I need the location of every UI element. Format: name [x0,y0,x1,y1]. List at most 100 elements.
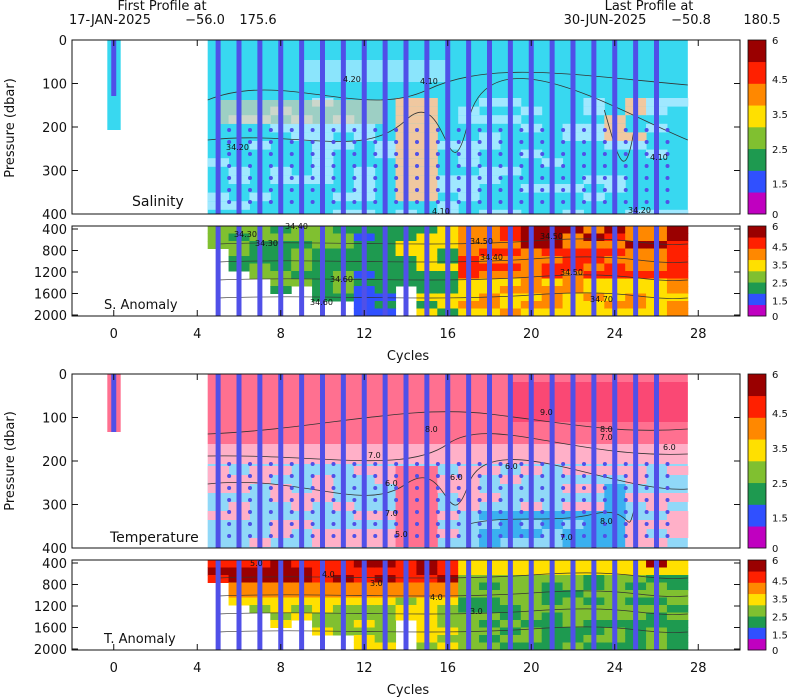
x-tick-label: 24 [606,327,623,342]
temperature-cell [666,466,689,475]
temperature-anomaly-panel: T. Anomaly 400 800 1200 1600 2000 0 4 8 12 16 20 2… [34,374,741,698]
temperature-profile-dot [248,474,252,478]
temperature-profile-dot [561,534,566,538]
salinity-profile-dot [477,200,482,204]
y-tick-label: 0 [59,368,67,383]
temperature-profile-dot [415,510,419,514]
contour-label: 4.10 [432,207,450,216]
salinity-profile-dot [540,176,545,180]
y-tick-label: 300 [42,165,67,180]
salinity-profile-markers [111,40,670,214]
salinity-profile-dot [665,176,670,180]
contour-label: 34.20 [226,143,249,152]
salinity-anomaly-cell [666,256,689,264]
temperature-profile-dot [644,474,649,478]
salinity-anomaly-colorbar: 6 4.5 3.5 2.5 1.5 0 [747,222,788,323]
contour-label: 34.50 [560,268,583,277]
x-tick-label: 4 [193,327,201,342]
contour-label: 4.10 [650,153,668,162]
colorbar-tick-label: 1.5 [772,630,788,641]
salinity-profile-dot [602,164,607,168]
temperature-profile-dot [268,510,273,514]
salinity-profile-dot [582,176,586,180]
salinity-profile-dot [623,128,628,132]
salinity-profile-dot [477,176,482,180]
temperature-profile-dot [623,486,628,490]
temperature-profile-dot [498,486,503,490]
salinity-profile-dot [561,140,566,144]
temperature-profile-dot [227,462,232,466]
y-tick-label: 100 [42,78,67,93]
salinity-profile-dot [540,152,545,156]
colorbar-frame [747,373,767,549]
salinity-anomaly-contour [218,292,688,299]
salinity-profile-dot [331,164,336,168]
colorbar-tick-label: 2.5 [772,479,788,490]
salinity-profile-dot [268,164,273,168]
x-tick-label: 16 [439,661,456,676]
salinity-profile-dot [310,188,315,192]
salinity-profile-dot [623,188,628,192]
colorbar-tick-label: 1.5 [772,514,788,525]
x-tick-label: 28 [690,661,707,676]
salinity-colorbar: 6 4.5 3.5 2.5 1.5 0 [747,36,788,221]
temperature-profile-dot [540,510,545,514]
temperature-profile-dot [227,498,232,502]
salinity-profile-dot [519,188,524,192]
temperature-profile-dot [644,534,649,538]
salinity-profile-dot [561,188,566,192]
temperature-profile-dot [435,486,440,490]
salinity-anomaly-frame [71,225,741,317]
temperature-anomaly-x-ticks: 0 4 8 12 16 20 24 28 [110,374,707,676]
salinity-profile-dot [456,164,461,168]
colorbar-swatch [748,105,766,128]
salinity-profile-dot [561,128,566,132]
y-tick-label: 100 [42,412,67,427]
contour-label: 34.20 [628,206,651,215]
salinity-profile-dot [289,164,294,168]
y-tick-label: 800 [42,579,67,594]
temperature-profile-dot [540,498,545,502]
temperature-profile-dot [352,522,357,526]
contour-label: 34.30 [234,230,257,239]
salinity-profile-dot [665,200,670,204]
y-tick-label: 200 [42,121,67,136]
salinity-profile-dot [540,188,545,192]
salinity-profile-dot [665,188,670,192]
salinity-profile-dot [623,176,628,180]
salinity-profile-dot [435,200,440,204]
salinity-profile-dot [498,152,503,156]
temperature-profile-dot [248,534,252,538]
colorbar-swatch [748,374,766,397]
contour-label: 9.0 [540,408,553,417]
temperature-profile-dot [644,486,649,490]
contour-label: 7.0 [600,433,613,442]
temperature-profile-dot [498,534,503,538]
colorbar-swatch [748,127,766,150]
temperature-profile-dot [519,522,524,526]
salinity-profile-dot [268,176,273,180]
colorbar-swatch [748,170,766,193]
salinity-profile-dot [227,140,232,144]
salinity-profile-dot [540,164,545,168]
colorbar-swatch [748,593,766,606]
temperature-anomaly-cell [666,590,689,598]
contour-label: 7.0 [560,533,573,542]
temperature-profile-dot [289,474,294,478]
temperature-profile-dot [665,534,670,538]
y-tick-label: 400 [42,557,67,572]
colorbar-tick-label: 4.5 [772,242,788,253]
salinity-anomaly-xlabel: Cycles [387,349,430,364]
temperature-profile-dot [582,474,586,478]
y-tick-label: 400 [42,542,67,557]
temperature-profile-dot [394,474,399,478]
temperature-profile-dot [519,534,524,538]
colorbar-tick-label: 6 [772,556,778,567]
temperature-profile-dot [248,462,252,466]
temperature-profile-dot [331,474,336,478]
salinity-profile-dot [623,164,628,168]
salinity-anomaly-panel-label: S. Anomaly [104,298,178,313]
temperature-anomaly-colorbar: 6 4.5 3.5 2.5 1.5 0 [747,556,788,657]
colorbar-tick-label: 0 [772,544,778,555]
temperature-anomaly-cell [666,560,689,568]
